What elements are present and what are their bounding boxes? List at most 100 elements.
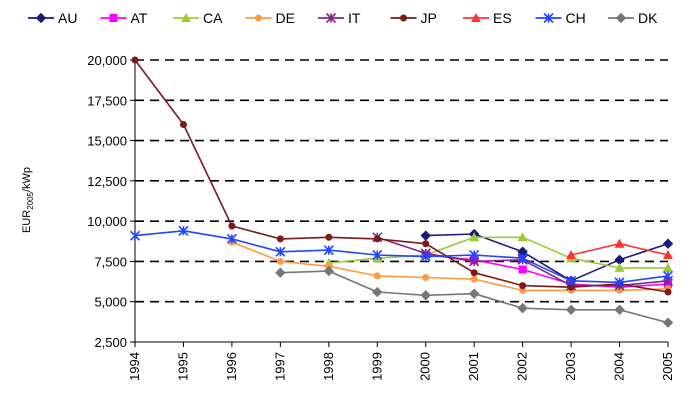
line-au — [425, 233, 669, 282]
y-tick-label: 5,000 — [94, 295, 127, 310]
legend-label-es: ES — [493, 10, 512, 26]
legend-item-it: IT — [318, 10, 361, 26]
x-tick-label: 1994 — [127, 352, 142, 381]
series-dk — [275, 265, 674, 328]
legend-item-de: DE — [245, 10, 295, 26]
point-ch-1999 — [372, 249, 383, 261]
legend-item-ca: CA — [173, 10, 223, 26]
legend-item-at: AT — [100, 10, 148, 26]
x-tick-label: 1999 — [369, 352, 384, 381]
x-tick-label: 1997 — [272, 352, 287, 381]
legend: AU AT CA DE IT JP ES CH DK — [28, 10, 658, 26]
point-de-1997 — [276, 257, 284, 265]
point-de-1999 — [373, 272, 381, 280]
series-ch — [129, 225, 674, 288]
legend-label-at: AT — [131, 10, 148, 26]
point-jp-2005 — [664, 288, 672, 296]
point-de-2000 — [422, 274, 430, 282]
legend-item-es: ES — [463, 10, 512, 26]
point-de-2001 — [470, 275, 478, 283]
x-tick-label: 2001 — [466, 352, 481, 381]
line-ca — [328, 236, 668, 269]
point-jp-1998 — [325, 233, 333, 241]
series-group — [129, 56, 674, 328]
point-dk-1998 — [323, 265, 335, 277]
point-ca-2005 — [663, 262, 673, 272]
legend-item-dk: DK — [608, 10, 658, 26]
point-ch-2002 — [517, 253, 528, 264]
y-axis-title-text: EUR2005/kWp — [21, 167, 35, 233]
line-ch — [134, 230, 669, 284]
point-jp-1995 — [179, 120, 187, 128]
series-at — [421, 250, 672, 292]
x-tick-label: 1995 — [175, 352, 190, 381]
x-tick-label: 1996 — [224, 352, 239, 381]
legend-item-au: AU — [28, 10, 77, 26]
legend-item-jp: JP — [390, 10, 437, 26]
point-dk-2002 — [517, 302, 528, 314]
legend-marker-jp — [400, 14, 407, 22]
x-tick-label: 2000 — [418, 352, 433, 381]
point-ch-1995 — [178, 225, 189, 236]
point-au-2000 — [420, 230, 431, 241]
point-de-2002 — [519, 286, 527, 294]
point-dk-2003 — [565, 304, 577, 315]
legend-marker-au — [35, 12, 47, 24]
y-tick-label: 12,500 — [87, 174, 127, 189]
legend-label-ca: CA — [203, 10, 223, 26]
y-axis-title: EUR2005/kWp — [21, 167, 35, 233]
y-axis-title-subscript: 2005 — [26, 191, 35, 209]
point-au-2005 — [662, 238, 674, 249]
grid — [135, 59, 668, 303]
legend-marker-es — [471, 13, 481, 22]
x-tick-label: 1998 — [321, 352, 336, 381]
point-jp-2001 — [470, 269, 478, 277]
line-at — [425, 254, 669, 288]
y-tick-label: 20,000 — [87, 53, 127, 68]
x-tick-label: 2002 — [515, 352, 530, 381]
point-dk-2004 — [614, 304, 625, 315]
x-tick-label: 2004 — [612, 352, 627, 381]
point-ca-2001 — [469, 232, 480, 242]
point-at-2002 — [518, 265, 527, 274]
y-axis-title-suffix: /kWp — [21, 167, 33, 192]
x-tick-label: 2003 — [563, 352, 578, 381]
legend-marker-at — [109, 14, 118, 22]
point-dk-2005 — [662, 317, 674, 328]
series-es — [566, 238, 673, 259]
line-de — [231, 241, 669, 292]
point-jp-2003 — [567, 283, 575, 291]
legend-label-dk: DK — [638, 10, 658, 26]
point-jp-1996 — [228, 222, 236, 230]
legend-label-it: IT — [348, 10, 361, 26]
point-ch-1997 — [275, 246, 286, 257]
legend-marker-dk — [615, 12, 627, 24]
point-dk-1999 — [372, 286, 383, 298]
legend-label-jp: JP — [421, 10, 437, 26]
point-ca-2002 — [517, 232, 528, 242]
y-tick-label: 15,000 — [87, 134, 127, 149]
y-axis-title-main: EUR — [21, 210, 33, 233]
legend-marker-de — [255, 14, 262, 22]
point-dk-1997 — [275, 267, 286, 278]
point-ch-2003 — [566, 275, 577, 286]
point-jp-2000 — [422, 240, 430, 248]
y-tick-label: 2,500 — [94, 335, 127, 350]
legend-label-au: AU — [58, 10, 77, 26]
legend-label-ch: CH — [566, 10, 586, 26]
legend-item-ch: CH — [535, 10, 586, 26]
point-ch-2004 — [614, 277, 625, 288]
legend-marker-ch — [543, 12, 554, 24]
point-ca-2004 — [614, 262, 625, 272]
legend-marker-it — [325, 12, 337, 24]
point-ch-1996 — [226, 233, 237, 244]
point-jp-1994 — [131, 56, 139, 64]
axes: 2,500 5,000 7,500 10,000 12,500 15,000 17,500 2… — [87, 53, 675, 381]
line-jp — [134, 59, 669, 293]
series-jp — [131, 56, 672, 296]
point-jp-1999 — [373, 235, 381, 243]
point-ch-1994 — [129, 230, 141, 241]
legend-marker-ca — [181, 13, 191, 22]
point-jp-2002 — [519, 282, 527, 290]
point-es-2005 — [663, 249, 673, 259]
